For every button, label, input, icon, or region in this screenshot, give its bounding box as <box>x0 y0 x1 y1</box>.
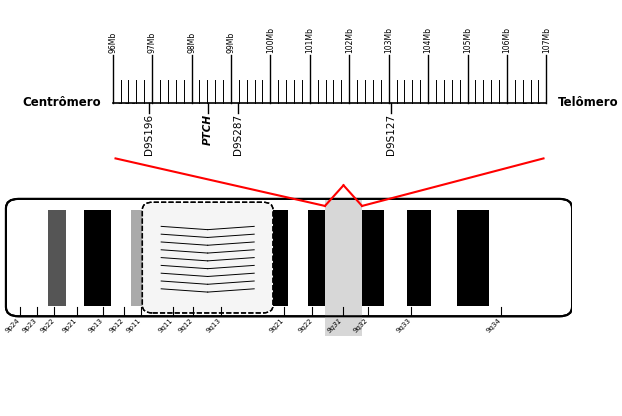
Bar <box>262 210 289 305</box>
Bar <box>325 200 362 336</box>
Bar <box>111 210 131 305</box>
Bar <box>131 210 151 305</box>
Text: 9q22: 9q22 <box>297 317 313 334</box>
Bar <box>23 210 48 305</box>
Text: 98Mb: 98Mb <box>187 32 196 53</box>
Bar <box>83 210 111 305</box>
Text: 9p24: 9p24 <box>4 317 21 334</box>
Bar <box>490 210 554 305</box>
FancyBboxPatch shape <box>6 199 572 316</box>
Text: D9S196: D9S196 <box>144 114 154 155</box>
Text: 9q33: 9q33 <box>396 317 412 334</box>
Text: 9q31: 9q31 <box>327 317 344 334</box>
Text: 100Mb: 100Mb <box>266 27 275 53</box>
Text: D9S127: D9S127 <box>386 114 396 155</box>
Text: 9p21: 9p21 <box>61 317 78 334</box>
Text: 102Mb: 102Mb <box>345 27 354 53</box>
Text: 9p11: 9p11 <box>126 317 142 334</box>
Text: 101Mb: 101Mb <box>305 27 314 53</box>
Text: 9q12: 9q12 <box>177 317 193 334</box>
Text: ---: --- <box>110 98 137 108</box>
Text: ---: --- <box>522 98 549 108</box>
Text: 9p12: 9p12 <box>108 317 125 334</box>
Text: 9p13: 9p13 <box>87 317 104 334</box>
FancyBboxPatch shape <box>142 202 273 313</box>
Text: 96Mb: 96Mb <box>108 32 117 53</box>
Text: 9q34: 9q34 <box>485 317 502 334</box>
Text: PTCH: PTCH <box>203 114 213 145</box>
Text: 9p22: 9p22 <box>39 317 55 334</box>
Text: 103Mb: 103Mb <box>384 27 393 53</box>
Text: 105Mb: 105Mb <box>463 27 472 53</box>
Bar <box>67 210 83 305</box>
Text: 9q13: 9q13 <box>205 317 222 334</box>
Text: 107Mb: 107Mb <box>542 27 551 53</box>
Text: 99Mb: 99Mb <box>226 32 236 53</box>
Text: D9S287: D9S287 <box>233 114 243 155</box>
Text: Centrômero: Centrômero <box>22 96 101 109</box>
Bar <box>384 210 407 305</box>
Text: 9q32: 9q32 <box>352 317 369 334</box>
Bar <box>457 210 490 305</box>
Text: 9p23: 9p23 <box>22 317 39 334</box>
Text: Telômero: Telômero <box>558 96 618 109</box>
Bar <box>48 210 67 305</box>
Bar <box>430 210 457 305</box>
Text: 97Mb: 97Mb <box>147 32 157 53</box>
Text: 9q21: 9q21 <box>268 317 285 334</box>
Bar <box>289 210 309 305</box>
Text: 9q11: 9q11 <box>157 317 174 334</box>
Bar <box>309 210 325 305</box>
Text: 104Mb: 104Mb <box>424 27 432 53</box>
Text: 106Mb: 106Mb <box>503 27 511 53</box>
Bar <box>407 210 430 305</box>
Bar <box>362 210 384 305</box>
